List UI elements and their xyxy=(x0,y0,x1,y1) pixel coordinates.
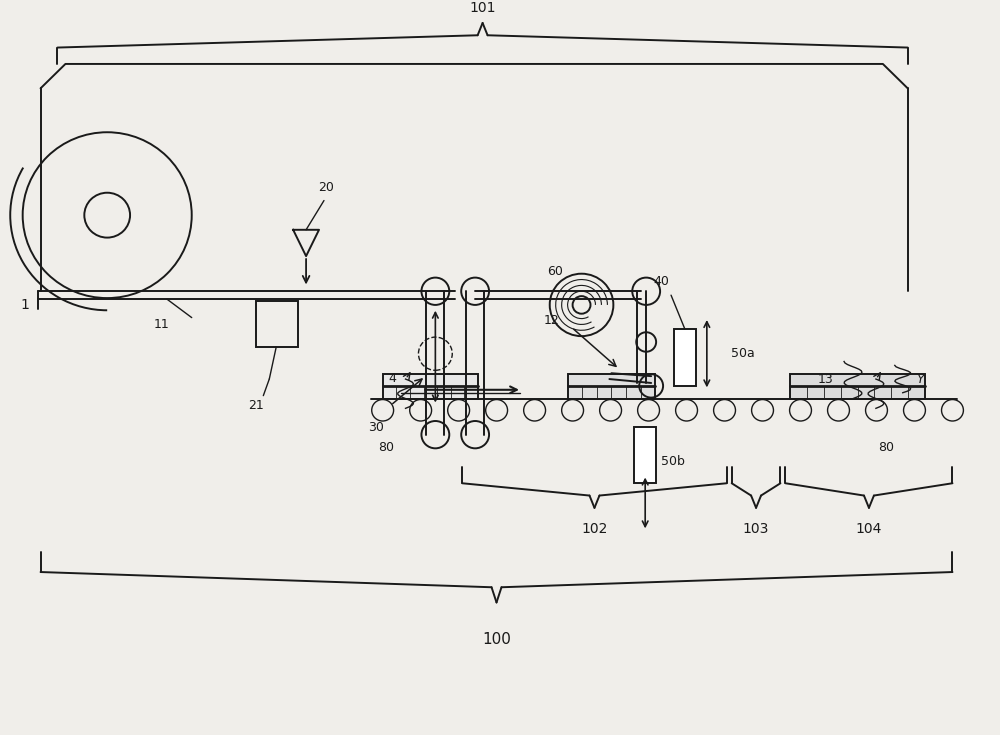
Text: 50a: 50a xyxy=(731,347,754,360)
Text: 30: 30 xyxy=(368,421,384,434)
Text: 103: 103 xyxy=(743,523,769,537)
Text: 104: 104 xyxy=(856,523,882,537)
Text: 20: 20 xyxy=(318,182,334,194)
Text: 1: 1 xyxy=(20,298,29,312)
Bar xyxy=(674,329,696,386)
Text: 4: 4 xyxy=(389,372,397,384)
Text: 60: 60 xyxy=(547,265,563,279)
Text: 13: 13 xyxy=(817,373,833,386)
Text: 11: 11 xyxy=(154,318,170,331)
Text: 40: 40 xyxy=(653,275,669,288)
Bar xyxy=(568,374,655,398)
Bar xyxy=(256,301,298,347)
Text: 102: 102 xyxy=(581,523,608,537)
Text: 100: 100 xyxy=(482,632,511,647)
Bar xyxy=(634,427,656,484)
Text: 101: 101 xyxy=(469,1,496,15)
Text: 80: 80 xyxy=(378,441,394,453)
Text: Y: Y xyxy=(916,373,923,386)
Text: 80: 80 xyxy=(878,441,894,453)
Bar xyxy=(383,374,478,398)
Text: 12: 12 xyxy=(544,314,560,327)
Text: 50b: 50b xyxy=(661,454,685,467)
Text: 21: 21 xyxy=(248,399,264,412)
Bar xyxy=(790,374,925,398)
